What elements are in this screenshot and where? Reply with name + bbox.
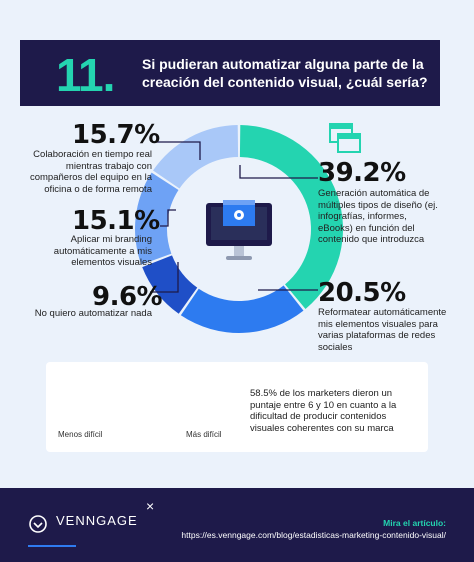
brand-name: VENNGAGE xyxy=(56,513,138,528)
leader-line-3 xyxy=(160,209,176,227)
donut-slice-1 xyxy=(180,285,304,333)
slice-1-percent: 20.5% xyxy=(318,278,406,308)
article-link[interactable]: https://es.venngage.com/blog/estadistica… xyxy=(181,530,446,540)
donut-slice-0 xyxy=(239,125,344,309)
article-title: Mira el artículo: xyxy=(383,518,446,528)
slice-0-label: Generación automática de múltiples tipos… xyxy=(318,188,438,245)
stat-text: 58.5% de los marketers dieron un puntaje… xyxy=(250,388,397,434)
venngage-logo-icon xyxy=(29,515,47,533)
donut-slice-2 xyxy=(142,255,198,314)
slice-2-percent: 9.6% xyxy=(92,282,163,312)
slice-0-percent: 39.2% xyxy=(318,158,406,188)
leader-lines xyxy=(150,141,318,293)
axis-label-left: Menos difícil xyxy=(58,430,103,439)
leader-line-2 xyxy=(150,262,179,293)
donut-slice-3 xyxy=(135,172,179,265)
question-header xyxy=(20,40,440,106)
axis-label-right: Más difícil xyxy=(186,430,222,439)
slice-2-label: No quiero automatizar nada xyxy=(34,308,152,319)
slice-3-percent: 15.1% xyxy=(72,206,160,236)
leader-line-4 xyxy=(155,141,201,160)
donut-ring xyxy=(135,125,344,333)
question-number: 11. xyxy=(56,49,115,101)
windows-icon xyxy=(329,123,361,153)
slice-4-label: Colaboración en tiempo real mientras tra… xyxy=(29,149,152,195)
close-icon: × xyxy=(146,498,155,514)
slice-3-label: Aplicar mi branding automáticamente a mi… xyxy=(53,234,152,268)
slice-1-label: Reformatear automáticamente mis elemento… xyxy=(318,307,447,353)
monitor-icon xyxy=(206,200,272,260)
brand-underline xyxy=(28,545,76,547)
donut-slice-4 xyxy=(153,125,239,189)
stat-card xyxy=(46,362,428,452)
question-text: Si pudieran automatizar alguna parte de … xyxy=(142,56,428,90)
leader-line-0 xyxy=(239,165,318,179)
footer xyxy=(0,488,474,562)
slice-4-percent: 15.7% xyxy=(72,120,160,150)
